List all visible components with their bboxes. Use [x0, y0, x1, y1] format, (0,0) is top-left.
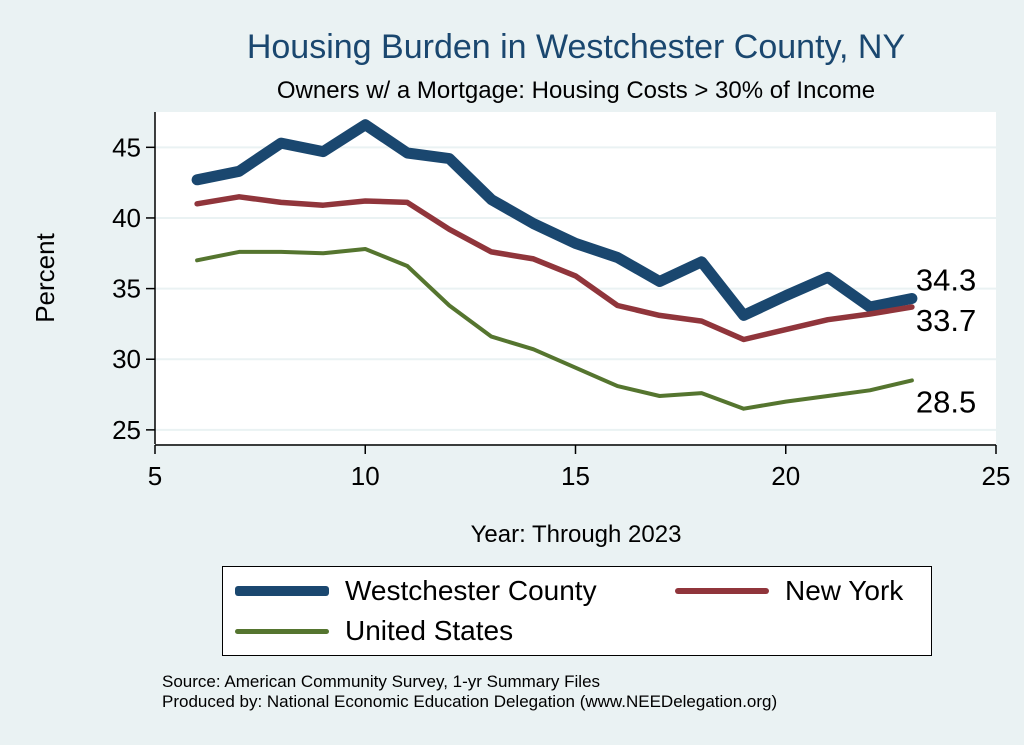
x-tick-label: 25	[982, 461, 1011, 491]
chart-title: Housing Burden in Westchester County, NY	[247, 28, 905, 66]
y-tick-label: 35	[112, 274, 141, 304]
end-labels: 34.3 33.7 28.5	[916, 262, 976, 419]
x-axis-label: Year: Through 2023	[471, 521, 682, 548]
y-tick-label: 25	[112, 415, 141, 445]
legend: Westchester County New York United State…	[222, 566, 932, 656]
x-tick-label: 10	[351, 461, 380, 491]
legend-item-united-states: United States	[235, 615, 513, 647]
y-tick-label: 30	[112, 344, 141, 374]
series-lines	[191, 119, 918, 411]
source-line: Source: American Community Survey, 1-yr …	[162, 672, 601, 691]
chart-subtitle: Owners w/ a Mortgage: Housing Costs > 30…	[277, 77, 875, 104]
x-tick-label: 20	[771, 461, 800, 491]
legend-swatch-united-states	[235, 628, 329, 634]
legend-swatch-new-york	[675, 588, 769, 594]
line-chart: Housing Burden in Westchester County, NY…	[30, 28, 1010, 548]
series-westchester-line	[191, 119, 918, 321]
legend-label-westchester: Westchester County	[345, 575, 597, 606]
end-label-westchester: 34.3	[916, 262, 976, 297]
x-tick-label: 5	[148, 461, 162, 491]
legend-item-westchester: Westchester County	[235, 575, 597, 607]
legend-label-united-states: United States	[345, 615, 514, 646]
end-label-united-states: 28.5	[916, 384, 976, 419]
y-axis-label: Percent	[30, 232, 60, 322]
series-new-york-line	[194, 194, 915, 343]
source-note: Source: American Community Survey, 1-yr …	[162, 672, 777, 712]
end-label-new-york: 33.7	[916, 303, 976, 338]
y-tick-label: 45	[112, 132, 141, 162]
x-tick-label: 15	[561, 461, 590, 491]
axes: 25 30 35 40 45 5 10 15 20 25	[112, 112, 1010, 491]
series-united-states-line	[195, 247, 914, 411]
legend-swatch-westchester	[235, 586, 329, 596]
producer-line: Produced by: National Economic Education…	[162, 692, 778, 711]
legend-item-new-york: New York	[675, 575, 903, 607]
gridlines	[155, 146, 996, 431]
legend-label-new-york: New York	[785, 575, 904, 606]
y-tick-label: 40	[112, 203, 141, 233]
